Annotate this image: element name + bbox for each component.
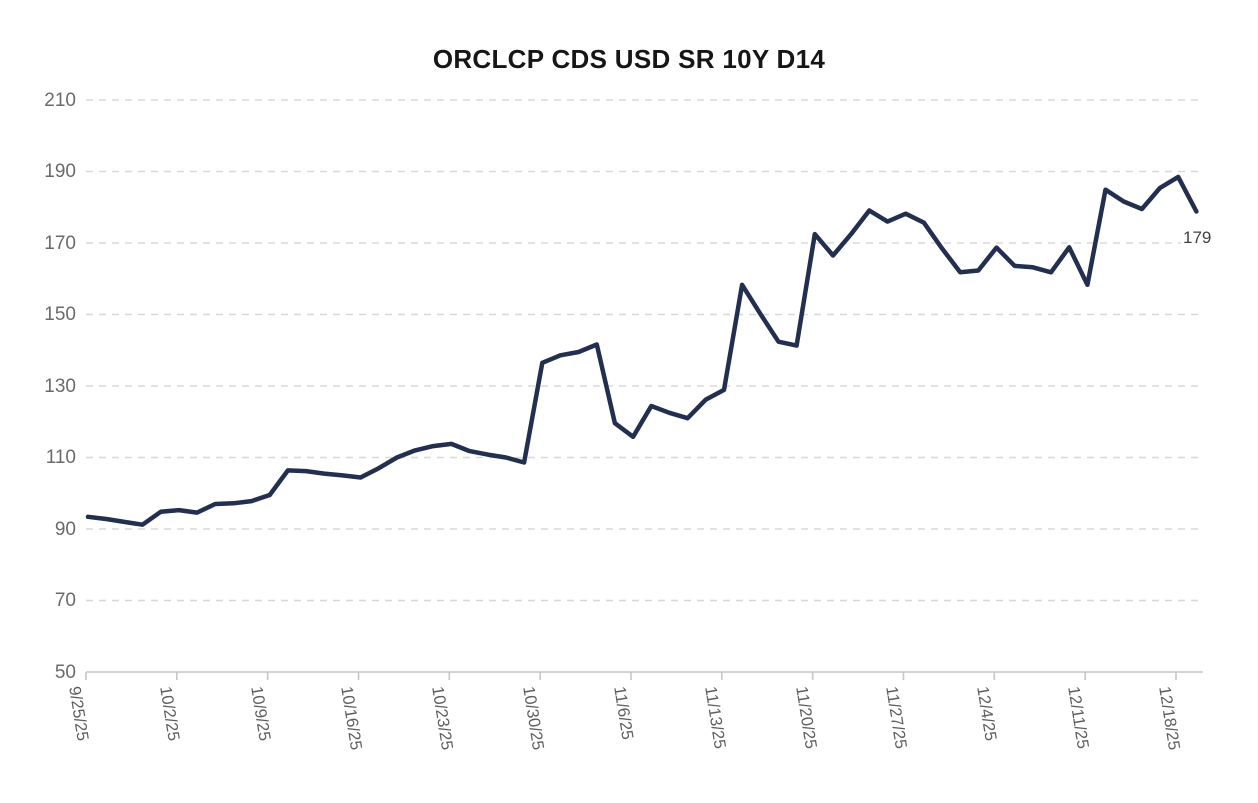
y-tick-label: 110 [45, 447, 76, 468]
y-tick-label: 90 [54, 518, 76, 540]
y-tick-label: 130 [44, 375, 76, 397]
y-tick-label: 190 [44, 161, 76, 182]
y-tick-label: 50 [54, 661, 76, 683]
cds-spread-series-line [85, 174, 1199, 527]
chart-title: ORCLCP CDS USD SR 10Y D14 [432, 44, 826, 74]
y-tick-label: 70 [54, 590, 76, 611]
y-tick-label: 170 [44, 232, 76, 254]
y-tick-label: 150 [44, 304, 76, 325]
y-tick-label: 210 [44, 89, 76, 111]
last-value-annotation: 179 [1181, 228, 1214, 248]
